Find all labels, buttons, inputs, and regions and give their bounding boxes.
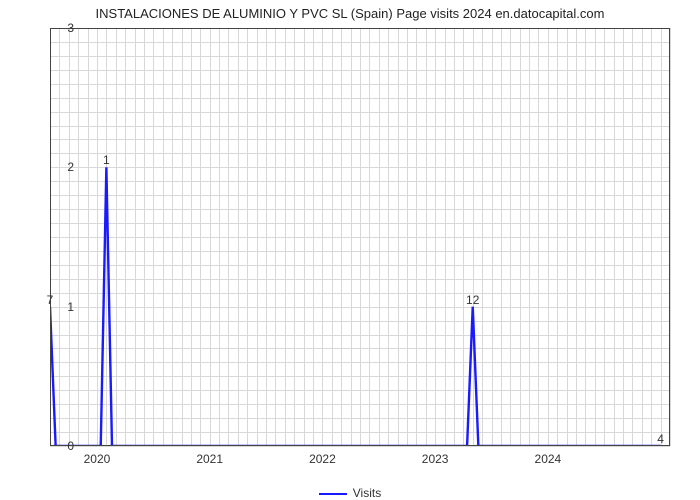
data-point-label: 4 bbox=[657, 432, 664, 446]
y-tick-label: 2 bbox=[67, 160, 74, 174]
legend-label: Visits bbox=[353, 486, 381, 500]
y-tick-label: 1 bbox=[67, 300, 74, 314]
x-year-label: 2021 bbox=[196, 452, 223, 466]
plot-area bbox=[50, 28, 670, 446]
chart-title: INSTALACIONES DE ALUMINIO Y PVC SL (Spai… bbox=[0, 6, 700, 21]
y-tick-label: 0 bbox=[67, 439, 74, 453]
x-year-label: 2024 bbox=[535, 452, 562, 466]
x-year-label: 2022 bbox=[309, 452, 336, 466]
plot-border bbox=[50, 28, 670, 446]
y-tick-label: 3 bbox=[67, 21, 74, 35]
data-point-label: 7 bbox=[47, 293, 54, 307]
data-point-label: 12 bbox=[466, 293, 479, 307]
data-point-label: 1 bbox=[103, 153, 110, 167]
x-year-label: 2023 bbox=[422, 452, 449, 466]
x-year-label: 2020 bbox=[84, 452, 111, 466]
legend-swatch bbox=[319, 493, 347, 495]
legend: Visits bbox=[0, 486, 700, 500]
